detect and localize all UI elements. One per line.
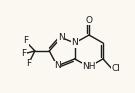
- Text: F: F: [23, 36, 28, 45]
- Text: N: N: [58, 33, 65, 42]
- Text: F: F: [26, 59, 31, 68]
- Text: Cl: Cl: [112, 64, 121, 73]
- Text: N: N: [71, 39, 78, 48]
- Text: NH: NH: [82, 62, 96, 71]
- Text: N: N: [54, 61, 61, 70]
- Text: F: F: [21, 49, 26, 58]
- Text: O: O: [86, 16, 93, 25]
